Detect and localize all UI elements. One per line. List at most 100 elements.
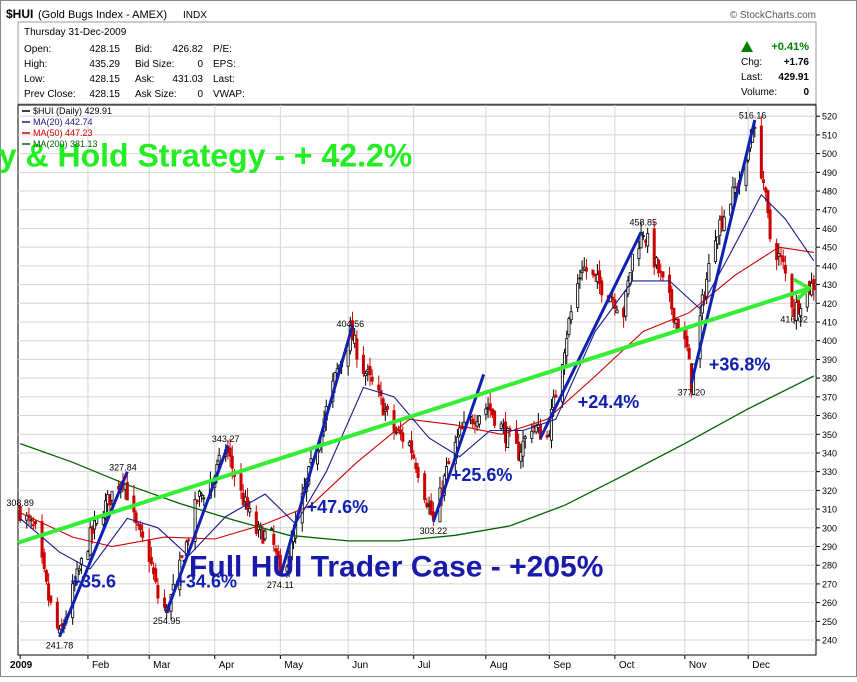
quote-label: Chg: bbox=[741, 57, 762, 68]
quote-label: Volume: bbox=[741, 87, 777, 98]
quote-label: VWAP: bbox=[213, 89, 245, 100]
x-tick-label: Oct bbox=[619, 660, 635, 671]
candle-body bbox=[661, 271, 665, 278]
y-tick-label: 460 bbox=[822, 224, 837, 234]
legend-entry: MA(50) 447.23 bbox=[33, 128, 93, 138]
y-tick-label: 470 bbox=[822, 205, 837, 215]
candle-body bbox=[381, 398, 385, 416]
price-point-label: 303.22 bbox=[420, 526, 448, 536]
quote-label: EPS: bbox=[213, 59, 236, 70]
candle-body bbox=[385, 405, 389, 410]
candle-body bbox=[263, 530, 267, 540]
x-tick-label: Nov bbox=[689, 660, 707, 671]
candle-body bbox=[447, 461, 451, 465]
candle-body bbox=[162, 597, 166, 608]
candle-body bbox=[624, 291, 628, 317]
candle-body bbox=[410, 440, 414, 454]
candle-body bbox=[506, 428, 510, 449]
quote-value: 428.15 bbox=[89, 44, 120, 55]
y-tick-label: 440 bbox=[822, 261, 837, 271]
candle-body bbox=[630, 253, 634, 272]
y-tick-label: 350 bbox=[822, 430, 837, 440]
ma20-line bbox=[19, 193, 815, 570]
candle-body bbox=[584, 267, 588, 272]
y-tick-label: 390 bbox=[822, 355, 837, 365]
swing-trend-line bbox=[165, 444, 230, 613]
candle-body bbox=[716, 236, 720, 245]
candle-body bbox=[471, 418, 475, 425]
candle-body bbox=[42, 552, 46, 570]
candle-body bbox=[412, 454, 416, 459]
candle-body bbox=[812, 279, 816, 291]
watermark-label: © StockCharts.com bbox=[730, 10, 816, 21]
quote-value: 0 bbox=[197, 89, 203, 100]
quote-label: Prev Close: bbox=[24, 89, 76, 100]
legend-entry: $HUI (Daily) 429.91 bbox=[33, 106, 112, 116]
candle-body bbox=[493, 410, 497, 426]
candle-body bbox=[93, 520, 97, 530]
candle-body bbox=[429, 500, 433, 515]
candle-body bbox=[641, 235, 645, 237]
legend-entry: MA(200) 381.13 bbox=[33, 139, 98, 149]
quote-label: Open: bbox=[24, 44, 51, 55]
x-tick-label: Jun bbox=[352, 660, 368, 671]
candle-body bbox=[197, 490, 201, 497]
price-point-label: 416.02 bbox=[780, 315, 808, 325]
candle-body bbox=[138, 524, 142, 531]
price-point-label: 241.78 bbox=[46, 641, 74, 651]
y-tick-label: 290 bbox=[822, 542, 837, 552]
candle-body bbox=[383, 409, 387, 412]
quote-value: 428.15 bbox=[89, 74, 120, 85]
y-tick-label: 320 bbox=[822, 486, 837, 496]
candle-body bbox=[154, 568, 158, 583]
x-tick-label: Mar bbox=[153, 660, 171, 671]
candle-body bbox=[576, 283, 580, 308]
price-point-label: 327.84 bbox=[109, 463, 137, 473]
index-name-label: (Gold Bugs Index - AMEX) bbox=[38, 9, 167, 21]
candle-body bbox=[125, 481, 129, 501]
candle-body bbox=[783, 264, 787, 274]
candle-body bbox=[790, 274, 794, 308]
quote-label: Last: bbox=[213, 74, 235, 85]
candle-body bbox=[193, 498, 197, 542]
x-tick-label: May bbox=[284, 660, 303, 671]
candle-body bbox=[272, 533, 276, 545]
y-tick-label: 370 bbox=[822, 392, 837, 402]
chart-annotation: Buy & Hold Strategy - + 42.2% bbox=[0, 138, 412, 174]
candle-body bbox=[657, 259, 661, 274]
y-tick-label: 500 bbox=[822, 149, 837, 159]
date-label: Thursday 31-Dec-2009 bbox=[24, 27, 127, 38]
candle-body bbox=[764, 187, 768, 193]
candle-body bbox=[270, 528, 274, 531]
candle-body bbox=[775, 242, 779, 261]
candle-body bbox=[134, 512, 138, 524]
swing-trend-line bbox=[539, 231, 643, 439]
header-box bbox=[17, 21, 817, 105]
x-tick-label: 2009 bbox=[10, 660, 33, 671]
candle-body bbox=[549, 408, 553, 441]
x-tick-label: Feb bbox=[92, 660, 110, 671]
price-point-label: 404.56 bbox=[337, 319, 365, 329]
quote-value: 0 bbox=[197, 59, 203, 70]
chart-annotation: Full HUI Trader Case - +205% bbox=[189, 550, 603, 583]
candle-body bbox=[187, 539, 191, 542]
candle-body bbox=[75, 568, 79, 583]
candle-body bbox=[394, 431, 398, 434]
candle-body bbox=[287, 556, 291, 571]
candle-body bbox=[521, 440, 525, 457]
quote-label: Ask Size: bbox=[135, 89, 177, 100]
candle-body bbox=[90, 526, 94, 534]
y-tick-label: 300 bbox=[822, 523, 837, 533]
candle-body bbox=[248, 508, 252, 513]
candle-body bbox=[762, 179, 766, 184]
quote-value: +1.76 bbox=[784, 57, 810, 68]
candle-body bbox=[652, 228, 656, 268]
y-tick-label: 490 bbox=[822, 168, 837, 178]
swing-gain-label: +34.6% bbox=[175, 572, 237, 592]
quote-label: Low: bbox=[24, 74, 45, 85]
candle-body bbox=[416, 466, 420, 478]
candle-body bbox=[401, 432, 405, 442]
candle-body bbox=[361, 354, 365, 374]
symbol-label: $HUI bbox=[6, 7, 33, 21]
